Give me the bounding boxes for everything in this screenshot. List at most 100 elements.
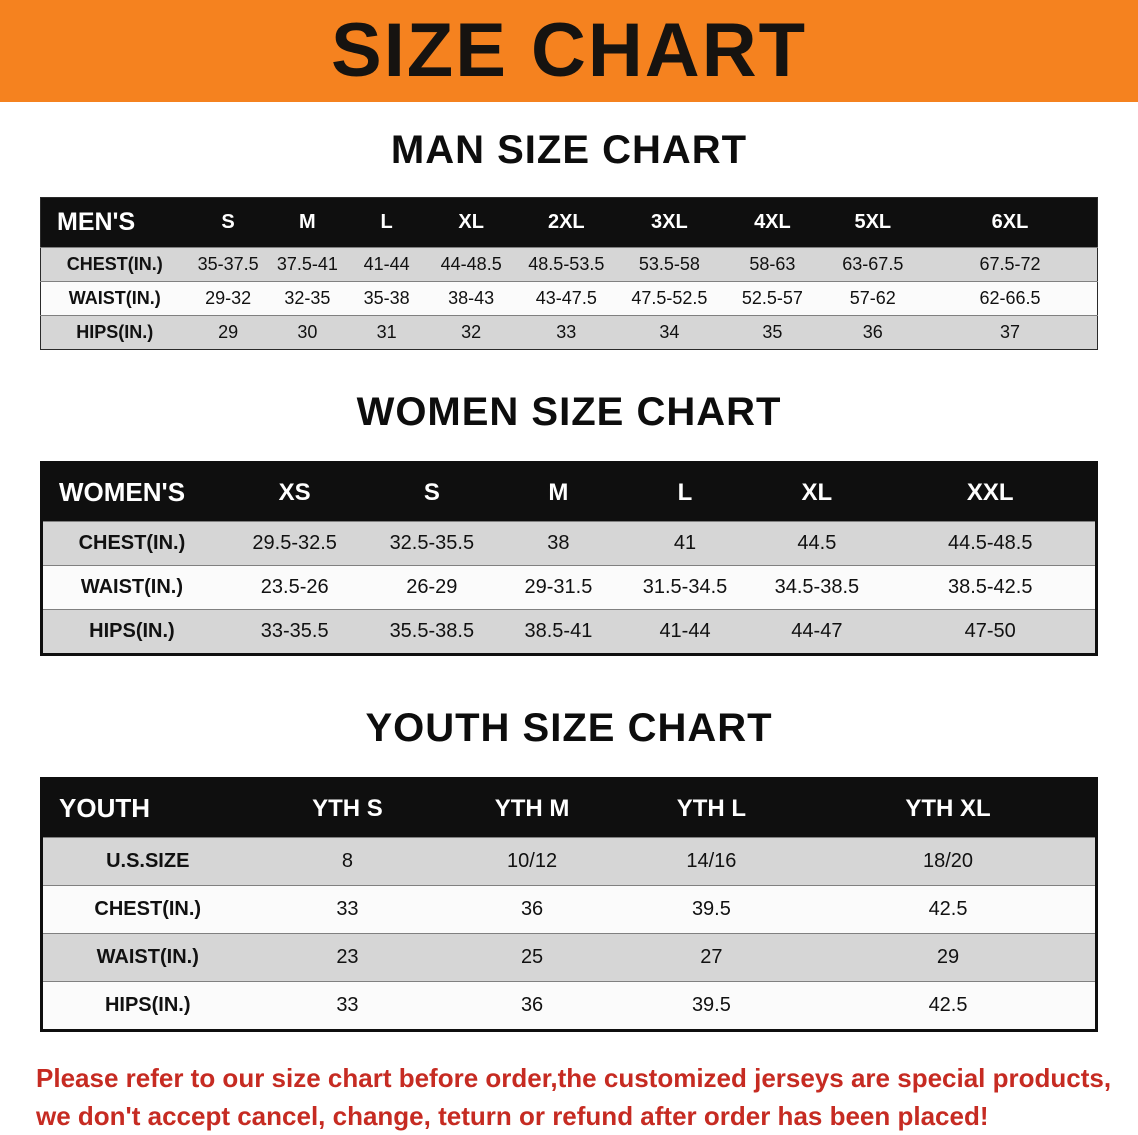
value-cell: 31.5-34.5 [642,576,728,598]
disclaimer-line-2: we don't accept cancel, change, teturn o… [36,1100,989,1131]
size-header-cell: L [347,197,427,248]
value-cell: 33 [556,322,577,342]
row-label-cell: HIPS(IN.) [89,620,175,642]
size-header-cell: S [188,197,268,248]
value-cell: 23 [336,946,359,968]
value-cell: 42.5 [928,898,968,920]
row-label-cell: CHEST(IN.) [78,532,186,554]
size-header-cell: XL [426,197,517,248]
row-label-cell: WAIST(IN.) [80,576,184,598]
value-cell: 62-66.5 [979,288,1041,308]
value-cell: 57-62 [849,288,896,308]
value-cell: 39.5 [691,994,731,1016]
value-cell: 29 [218,322,239,342]
size-header-cell: YTH S [252,778,443,838]
men-section-heading: MAN SIZE CHART [390,128,748,172]
row-label-cell: CHEST(IN.) [66,254,163,274]
row-label-cell: HIPS(IN.) [76,322,154,342]
value-cell: 33 [336,994,359,1016]
size-header-cell: S [368,462,496,522]
value-cell: 37 [999,322,1021,342]
table-row: WAIST(IN.) 29-32 32-35 35-38 38-43 43-47.5 47.… [40,281,1098,316]
value-cell: 44-47 [791,620,843,642]
value-cell: 41-44 [659,620,711,642]
youth-size-table: YOUTH YTH S YTH M YTH L YTH XL U.S.SIZE 8 10/12… [40,777,1098,1032]
value-cell: 18/20 [923,850,974,872]
row-label-cell: HIPS(IN.) [104,994,191,1016]
value-cell: 29-32 [205,288,252,308]
value-cell: 38 [547,532,570,554]
value-cell: 27 [700,946,723,968]
value-cell: 38.5-42.5 [947,576,1033,598]
size-header-cell: XS [220,462,369,522]
value-cell: 35-37.5 [197,254,259,274]
size-header-cell: YTH XL [801,778,1097,838]
value-cell: 25 [520,946,544,968]
section-youth: YOUTH SIZE CHART YOUTH YTH S YTH M YTH L YTH… [0,706,1138,1032]
value-cell: 29 [936,946,960,968]
value-cell: 32-35 [284,288,331,308]
value-cell: 29-31.5 [524,576,593,598]
disclaimer-line-1: Please refer to our size chart before or… [36,1063,1112,1093]
size-header-cell: 4XL [722,197,823,248]
header-row: YOUTH YTH S YTH M YTH L YTH XL [41,778,1097,838]
women-size-table: WOMEN'S XS S M L XL XXL CHEST(IN.) 29.5-32.5 32.5… [40,461,1098,656]
women-section-heading: WOMEN SIZE CHART [356,390,782,434]
size-header-cell: 2XL [516,197,617,248]
table-row: WAIST(IN.) 23 25 27 29 [41,933,1097,982]
table-row: CHEST(IN.) 29.5-32.5 32.5-35.5 38 41 44.5 44.5… [41,521,1097,566]
value-cell: 67.5-72 [979,254,1041,274]
size-header-cell: M [495,462,622,522]
value-cell: 37.5-41 [276,254,338,274]
size-header-cell: 6XL [923,197,1098,248]
section-men: MAN SIZE CHART MEN'S S M L XL 2XL 3XL 4XL 5XL 6XL… [0,128,1138,350]
value-cell: 47-50 [964,620,1016,642]
value-cell: 33 [336,898,359,920]
value-cell: 41 [673,532,697,554]
value-cell: 32 [461,322,482,342]
value-cell: 36 [520,898,544,920]
value-cell: 52.5-57 [741,288,803,308]
banner: SIZE CHART [0,0,1138,102]
table-title-cell: YOUTH [41,778,253,838]
table-row: U.S.SIZE 8 10/12 14/16 18/20 [41,837,1097,886]
men-size-table: MEN'S S M L XL 2XL 3XL 4XL 5XL 6XL CHEST(IN.) 35-37… [40,197,1098,350]
value-cell: 53.5-58 [638,254,700,274]
value-cell: 30 [297,322,318,342]
value-cell: 44-48.5 [440,254,502,274]
value-cell: 63-67.5 [842,254,904,274]
value-cell: 35.5-38.5 [389,620,475,642]
value-cell: 35 [762,322,783,342]
value-cell: 29.5-32.5 [252,532,337,554]
value-cell: 38-43 [448,288,495,308]
value-cell: 10/12 [507,850,558,872]
value-cell: 32.5-35.5 [389,532,475,554]
value-cell: 43-47.5 [535,288,597,308]
row-label-cell: WAIST(IN.) [96,946,199,968]
value-cell: 44.5-48.5 [947,532,1033,554]
value-cell: 33-35.5 [260,620,329,642]
table-row: HIPS(IN.) 33 36 39.5 42.5 [41,981,1097,1031]
row-label-cell: CHEST(IN.) [94,898,202,920]
value-cell: 34.5-38.5 [774,576,860,598]
value-cell: 35-38 [363,288,410,308]
size-header-cell: XL [748,462,886,522]
table-row: CHEST(IN.) 35-37.5 37.5-41 41-44 44-48.5 48.5… [40,247,1098,282]
value-cell: 31 [376,322,397,342]
value-cell: 23.5-26 [260,576,329,598]
row-label-cell: U.S.SIZE [106,850,190,872]
size-header-cell: L [621,462,749,522]
value-cell: 44.5 [797,532,837,554]
disclaimer: Please refer to our size chart before or… [0,1060,1138,1135]
size-header-cell: XXL [885,462,1097,522]
value-cell: 42.5 [928,994,968,1016]
row-label-cell: WAIST(IN.) [68,288,161,308]
value-cell: 14/16 [686,850,737,872]
value-cell: 39.5 [691,898,731,920]
size-header-cell: M [267,197,347,248]
section-women: WOMEN SIZE CHART WOMEN'S XS S M L XL XXL CHEST(… [0,390,1138,656]
youth-section-heading: YOUTH SIZE CHART [365,706,773,750]
header-row: MEN'S S M L XL 2XL 3XL 4XL 5XL 6XL [40,197,1098,248]
banner-title: SIZE CHART [331,8,807,93]
